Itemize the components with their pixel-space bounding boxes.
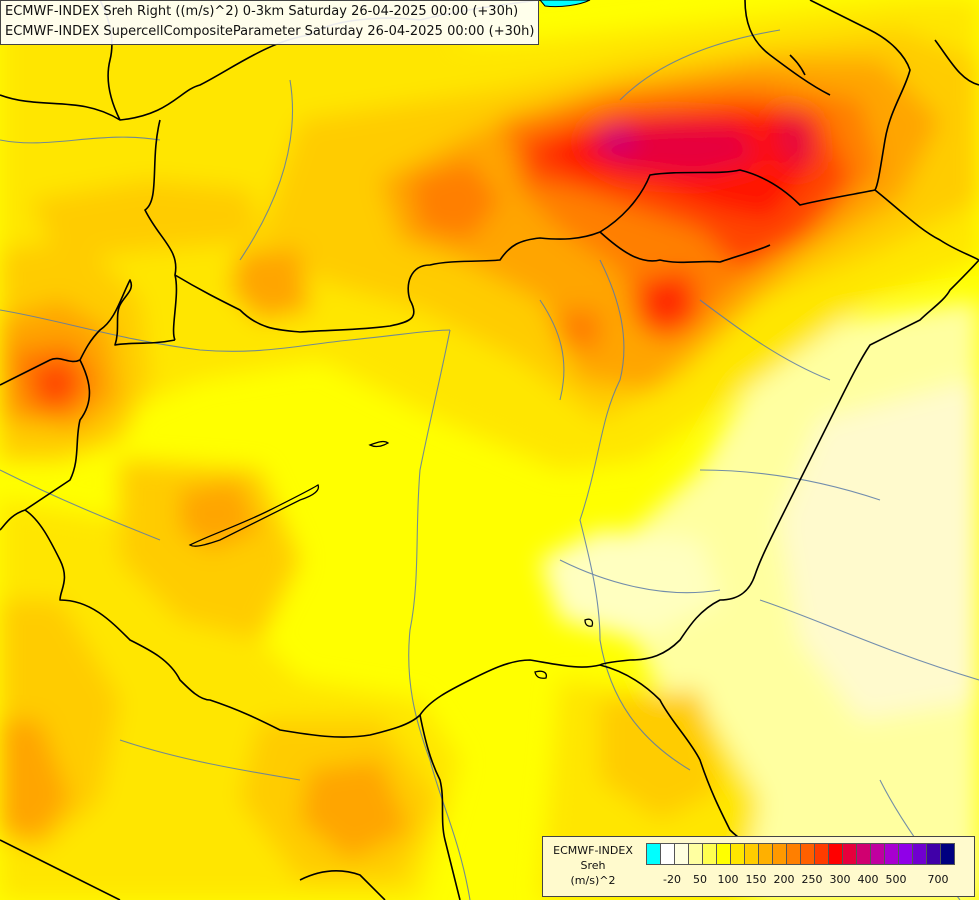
legend-tick-label: 300 (829, 873, 851, 886)
legend-tick-label: 700 (927, 873, 949, 886)
legend-swatch (744, 843, 759, 865)
legend-swatch (660, 843, 675, 865)
legend-swatch (898, 843, 913, 865)
legend-swatch (884, 843, 899, 865)
legend-swatch (688, 843, 703, 865)
legend-swatch (646, 843, 661, 865)
map-title-box: ECMWF-INDEX Sreh Right ((m/s)^2) 0-3km S… (0, 0, 540, 45)
legend-swatch (702, 843, 717, 865)
legend-tick-label: 250 (801, 873, 823, 886)
map-title-sreh: ECMWF-INDEX Sreh Right ((m/s)^2) 0-3km S… (5, 4, 519, 19)
legend-swatch (730, 843, 745, 865)
legend-swatch (814, 843, 829, 865)
legend-tick-label: 400 (857, 873, 879, 886)
legend-label: ECMWF-INDEX Sreh (m/s)^2 (547, 843, 639, 888)
color-legend: ECMWF-INDEX Sreh (m/s)^2 -20 50 100 150 200 2… (542, 836, 975, 897)
legend-variable: Sreh (580, 859, 606, 872)
legend-swatch (786, 843, 801, 865)
legend-tick-label: 200 (773, 873, 795, 886)
legend-swatch (828, 843, 843, 865)
legend-swatch (912, 843, 927, 865)
legend-swatch (842, 843, 857, 865)
legend-swatch (926, 843, 941, 865)
legend-swatch (716, 843, 731, 865)
map-title-scp: ECMWF-INDEX SupercellCompositeParameter … (5, 24, 535, 39)
legend-swatch (800, 843, 815, 865)
legend-swatch (856, 843, 871, 865)
legend-ticks: -20 50 100 150 200 250 300 400 500 700 (646, 873, 976, 889)
legend-swatch (940, 843, 955, 865)
legend-swatch (758, 843, 773, 865)
legend-swatch (674, 843, 689, 865)
legend-tick-label: -20 (663, 873, 681, 886)
legend-tick-label: 50 (693, 873, 707, 886)
legend-tick-label: 500 (885, 873, 907, 886)
legend-swatch (870, 843, 885, 865)
legend-swatch (772, 843, 787, 865)
legend-source: ECMWF-INDEX (553, 844, 633, 857)
legend-unit: (m/s)^2 (570, 874, 616, 887)
legend-tick-label: 100 (717, 873, 739, 886)
lakes (188, 440, 594, 679)
legend-swatches (646, 843, 955, 865)
sea-patch (539, 0, 591, 8)
legend-tick-label: 150 (745, 873, 767, 886)
